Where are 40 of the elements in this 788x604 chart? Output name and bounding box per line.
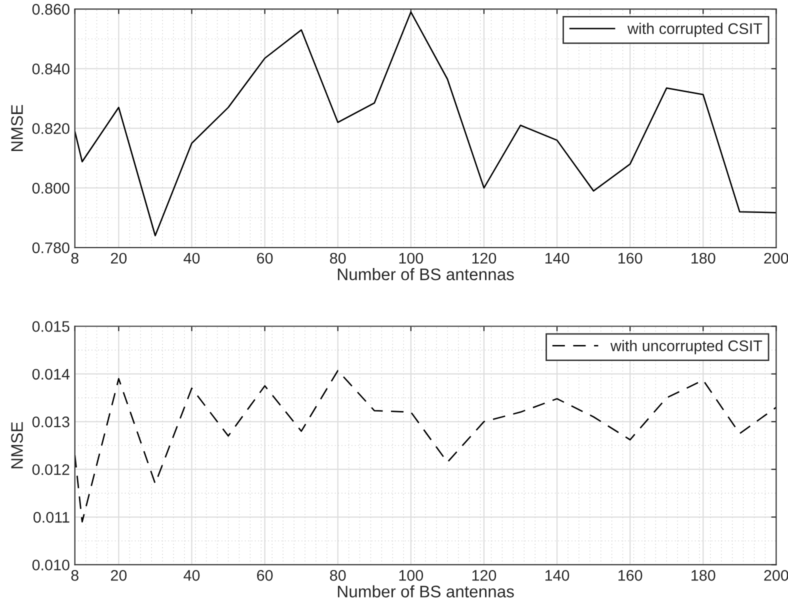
y-tick-label: 0.012 — [32, 464, 70, 476]
x-tick-label: 120 — [472, 570, 496, 581]
y-tick-label: 0.011 — [33, 512, 70, 523]
x-tick-label: 20 — [110, 252, 127, 264]
y-tick-label: 0.015 — [32, 321, 70, 332]
x-tick-label: 80 — [330, 570, 346, 581]
x-tick-label: 160 — [618, 570, 642, 581]
x-tick-label: 180 — [692, 252, 716, 264]
x-tick-label: 40 — [184, 570, 200, 581]
x-tick-label: 8 — [71, 570, 78, 581]
y-tick-label: 0.840 — [32, 64, 70, 74]
y-tick-label: 0.013 — [32, 416, 70, 428]
line-series — [74, 370, 776, 523]
y-tick-label: 0.014 — [32, 368, 70, 380]
x-axis-title: Number of BS antennas — [338, 585, 514, 598]
y-tick-label: 0.780 — [32, 242, 70, 254]
x-tick-label: 100 — [399, 570, 424, 581]
x-tick-label: 120 — [472, 252, 496, 264]
y-tick-label: 0.010 — [32, 560, 70, 570]
y-tick-label: 0.860 — [32, 4, 70, 15]
x-tick-label: 8 — [71, 252, 78, 264]
y-axis-title: NMSE — [11, 104, 23, 152]
x-tick-label: 40 — [184, 252, 200, 264]
x-tick-label: 200 — [764, 252, 788, 264]
x-tick-label: 20 — [110, 570, 127, 581]
x-axis-title: Number of BS antennas — [338, 268, 514, 280]
x-tick-label: 140 — [545, 570, 570, 581]
x-tick-label: 60 — [257, 570, 273, 581]
legend-label: with corrupted CSIT — [627, 22, 762, 38]
x-tick-label: 180 — [692, 570, 716, 581]
legend-label: with uncorrupted CSIT — [610, 340, 762, 354]
x-tick-label: 160 — [618, 252, 642, 264]
x-tick-label: 140 — [545, 252, 570, 264]
y-axis-title: NMSE — [11, 422, 23, 468]
x-tick-label: 80 — [330, 252, 346, 264]
y-tick-label: 0.820 — [32, 123, 70, 134]
x-tick-label: 100 — [399, 252, 424, 264]
y-tick-label: 0.800 — [32, 182, 70, 194]
x-tick-label: 60 — [257, 252, 273, 264]
x-tick-label: 200 — [764, 570, 788, 581]
